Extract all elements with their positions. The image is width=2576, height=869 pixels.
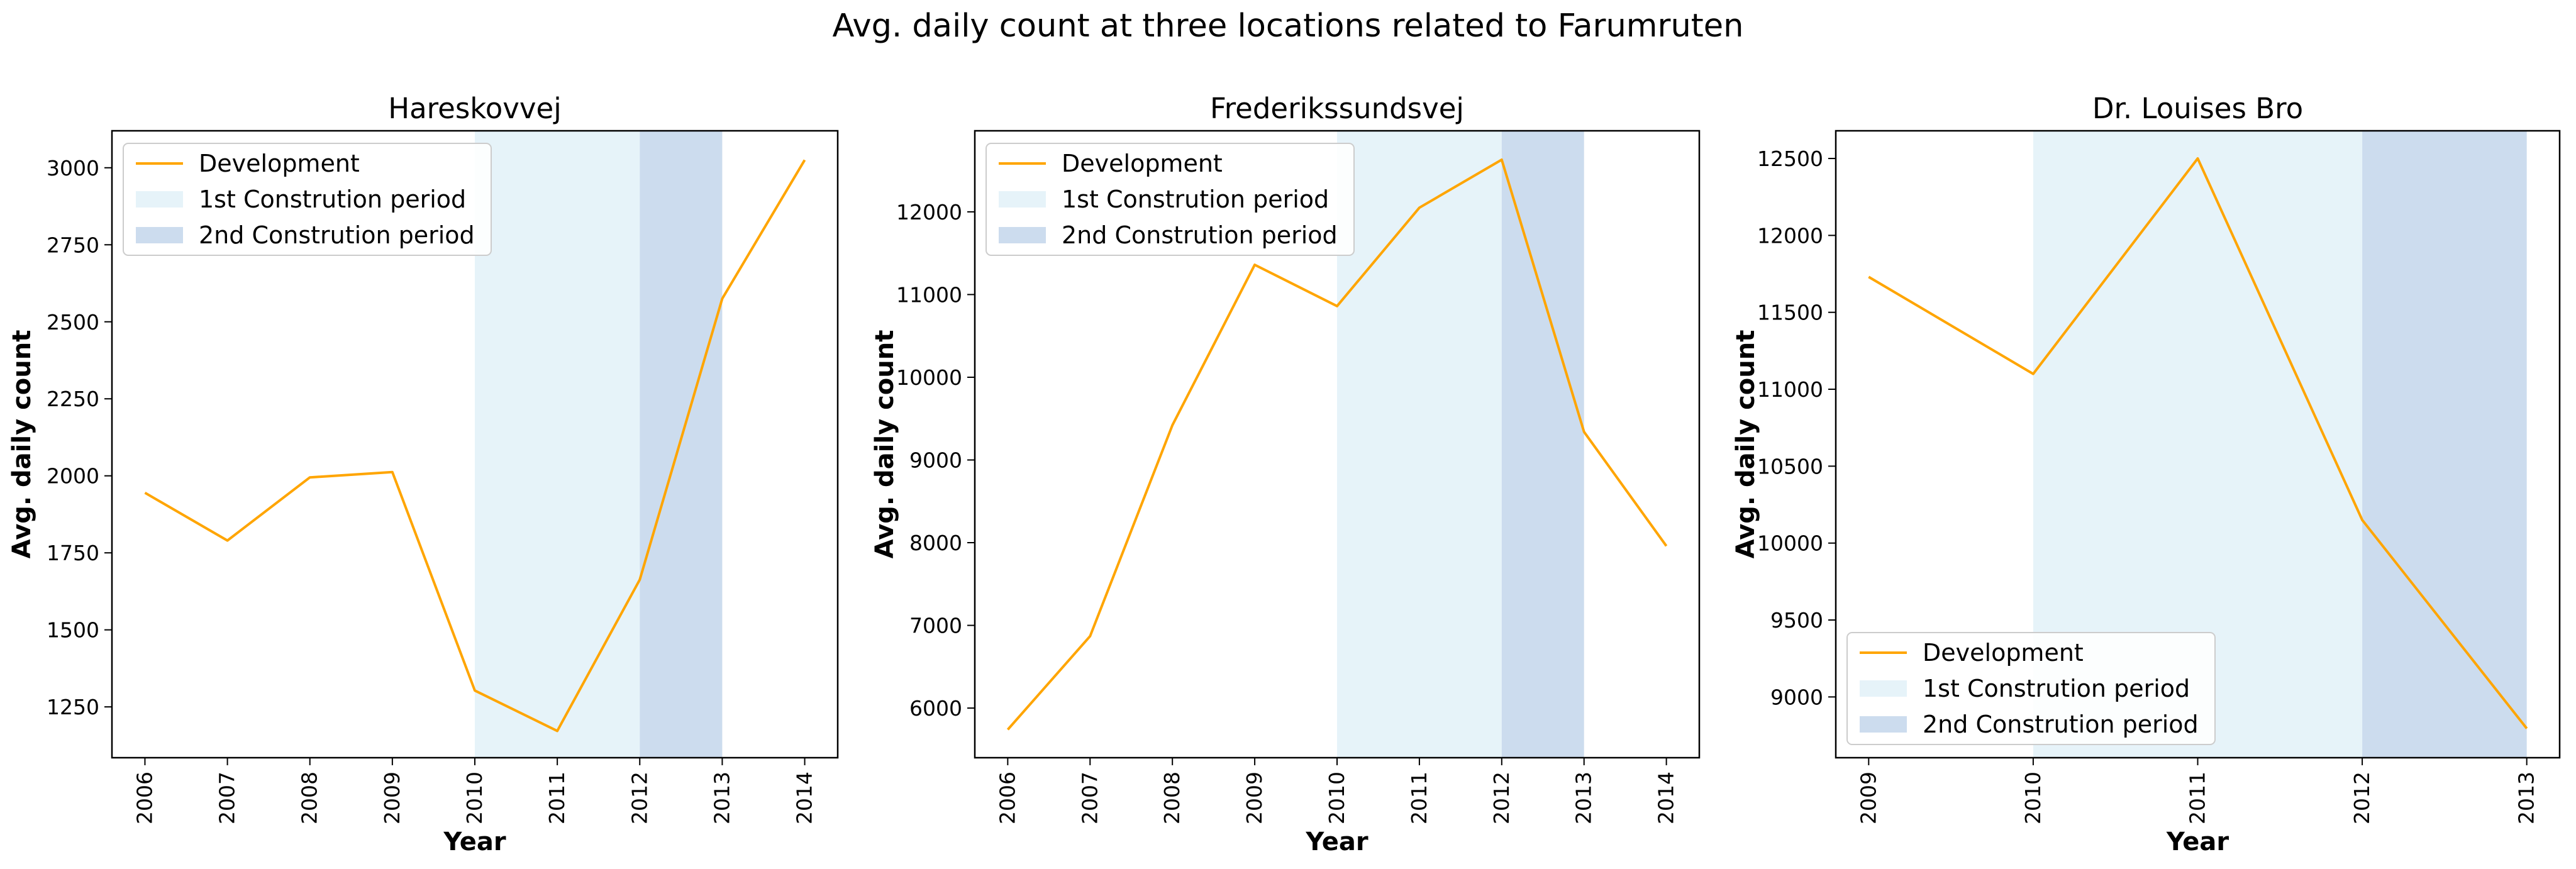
x-axis-label: Year xyxy=(1305,827,1368,856)
y-tick-label: 12000 xyxy=(1757,223,1823,248)
legend-label: 2nd Constrution period xyxy=(199,221,475,249)
x-tick-label: 2007 xyxy=(1077,772,1102,824)
x-tick-label: 2006 xyxy=(995,772,1019,824)
y-tick-label: 12500 xyxy=(1757,147,1823,171)
legend-swatch-period-1 xyxy=(136,191,183,208)
x-tick-label: 2013 xyxy=(1572,772,1596,824)
panel-title: Dr. Louises Bro xyxy=(2092,92,2303,125)
legend-label: Development xyxy=(1062,150,1223,177)
legend-label: 1st Constrution period xyxy=(1923,675,2190,702)
y-tick-label: 1750 xyxy=(47,541,99,565)
y-tick-label: 8000 xyxy=(909,531,962,555)
legend-swatch-period-2 xyxy=(136,227,183,243)
x-tick-label: 2009 xyxy=(1242,772,1267,824)
x-axis-label: Year xyxy=(443,827,506,856)
x-tick-label: 2012 xyxy=(1489,772,1514,824)
construction-period-1 xyxy=(1337,131,1502,758)
legend-label: 2nd Constrution period xyxy=(1923,711,2199,738)
x-tick-label: 2013 xyxy=(2514,772,2539,824)
legend: Development 1st Constrution period 2nd Con… xyxy=(1846,632,2216,745)
legend-box xyxy=(985,143,1355,256)
legend-swatch-period-2 xyxy=(1860,716,1907,733)
figure-title: Avg. daily count at three locations rela… xyxy=(833,8,1744,45)
y-tick-label: 2500 xyxy=(47,310,99,335)
legend: Development 1st Constrution period 2nd Con… xyxy=(985,143,1355,256)
y-tick-label: 9000 xyxy=(1770,685,1823,709)
y-tick-label: 9000 xyxy=(909,448,962,472)
chart-panel-1: 2006 2007 2008 2009 2010 2011 2012 2013 2014 1250… xyxy=(8,92,839,856)
x-tick-label: 2009 xyxy=(380,772,404,824)
legend: Development 1st Constrution period 2nd Con… xyxy=(123,143,492,256)
construction-period-2 xyxy=(2362,131,2527,758)
y-tick-label: 11000 xyxy=(896,282,962,307)
legend-swatch-period-1 xyxy=(999,191,1046,208)
y-axis-label: Avg. daily count xyxy=(1731,330,1760,559)
y-axis-label: Avg. daily count xyxy=(870,330,899,559)
legend-label: Development xyxy=(1923,639,2084,667)
y-tick-label: 2000 xyxy=(47,464,99,489)
construction-period-1 xyxy=(475,131,640,758)
x-tick-label: 2009 xyxy=(1856,772,1880,824)
y-tick-label: 1500 xyxy=(47,618,99,643)
construction-period-2 xyxy=(640,131,723,758)
y-tick-label: 2750 xyxy=(47,233,99,257)
x-tick-label: 2011 xyxy=(1407,772,1431,824)
x-tick-label: 2008 xyxy=(297,772,322,824)
y-tick-label: 11000 xyxy=(1757,377,1823,402)
y-tick-label: 7000 xyxy=(909,614,962,638)
x-tick-label: 2011 xyxy=(2185,772,2210,824)
x-tick-label: 2014 xyxy=(792,772,817,824)
panel-title: Hareskovvej xyxy=(388,92,562,125)
chart-panel-3: 2009 2010 2011 2012 2013 9000 9500 10000 10500 11… xyxy=(1731,92,2561,856)
y-tick-label: 9500 xyxy=(1770,608,1823,633)
x-tick-label: 2006 xyxy=(132,772,157,824)
x-tick-label: 2013 xyxy=(709,772,734,824)
panel-title: Frederikssundsvej xyxy=(1210,92,1464,125)
x-tick-label: 2008 xyxy=(1160,772,1184,824)
y-tick-label: 12000 xyxy=(896,200,962,224)
y-tick-label: 11500 xyxy=(1757,301,1823,325)
chart-panels: 2006 2007 2008 2009 2010 2011 2012 2013 2014 1250… xyxy=(8,92,2561,856)
x-tick-label: 2010 xyxy=(462,772,487,824)
y-tick-label: 6000 xyxy=(909,696,962,721)
chart-panel-2: 2006 2007 2008 2009 2010 2011 2012 2013 2014 6000… xyxy=(870,92,1701,856)
legend-label: 1st Constrution period xyxy=(1062,185,1329,213)
legend-label: 2nd Constrution period xyxy=(1062,221,1338,249)
x-tick-label: 2014 xyxy=(1654,772,1679,824)
x-tick-label: 2010 xyxy=(2021,772,2045,824)
y-tick-label: 3000 xyxy=(47,156,99,180)
y-tick-label: 10500 xyxy=(1757,454,1823,479)
legend-label: 1st Constrution period xyxy=(199,185,466,213)
x-tick-label: 2010 xyxy=(1324,772,1349,824)
x-tick-label: 2007 xyxy=(215,772,240,824)
legend-swatch-period-2 xyxy=(999,227,1046,243)
x-tick-label: 2011 xyxy=(545,772,569,824)
y-tick-label: 10000 xyxy=(1757,531,1823,556)
legend-swatch-period-1 xyxy=(1860,680,1907,697)
x-axis-label: Year xyxy=(2166,827,2229,856)
y-tick-label: 2250 xyxy=(47,387,99,411)
y-axis-label: Avg. daily count xyxy=(8,330,36,559)
legend-label: Development xyxy=(199,150,360,177)
x-tick-label: 2012 xyxy=(2350,772,2374,824)
legend-box xyxy=(123,143,492,256)
construction-period-2 xyxy=(1501,131,1584,758)
x-tick-label: 2012 xyxy=(627,772,652,824)
y-tick-label: 1250 xyxy=(47,695,99,719)
y-tick-label: 10000 xyxy=(896,365,962,390)
legend-box xyxy=(1846,632,2216,745)
